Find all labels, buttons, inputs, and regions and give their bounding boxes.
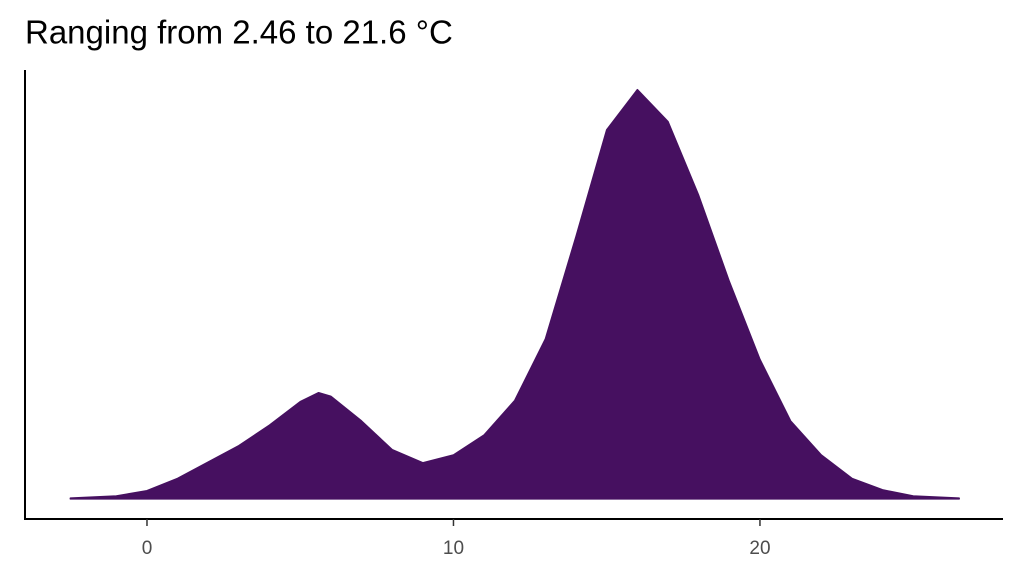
density-area <box>69 88 960 500</box>
x-tick-label: 10 <box>443 538 464 559</box>
x-tick-label: 20 <box>749 538 770 559</box>
chart-title: Ranging from 2.46 to 21.6 °C <box>25 14 453 51</box>
x-tick-label: 0 <box>142 538 153 559</box>
